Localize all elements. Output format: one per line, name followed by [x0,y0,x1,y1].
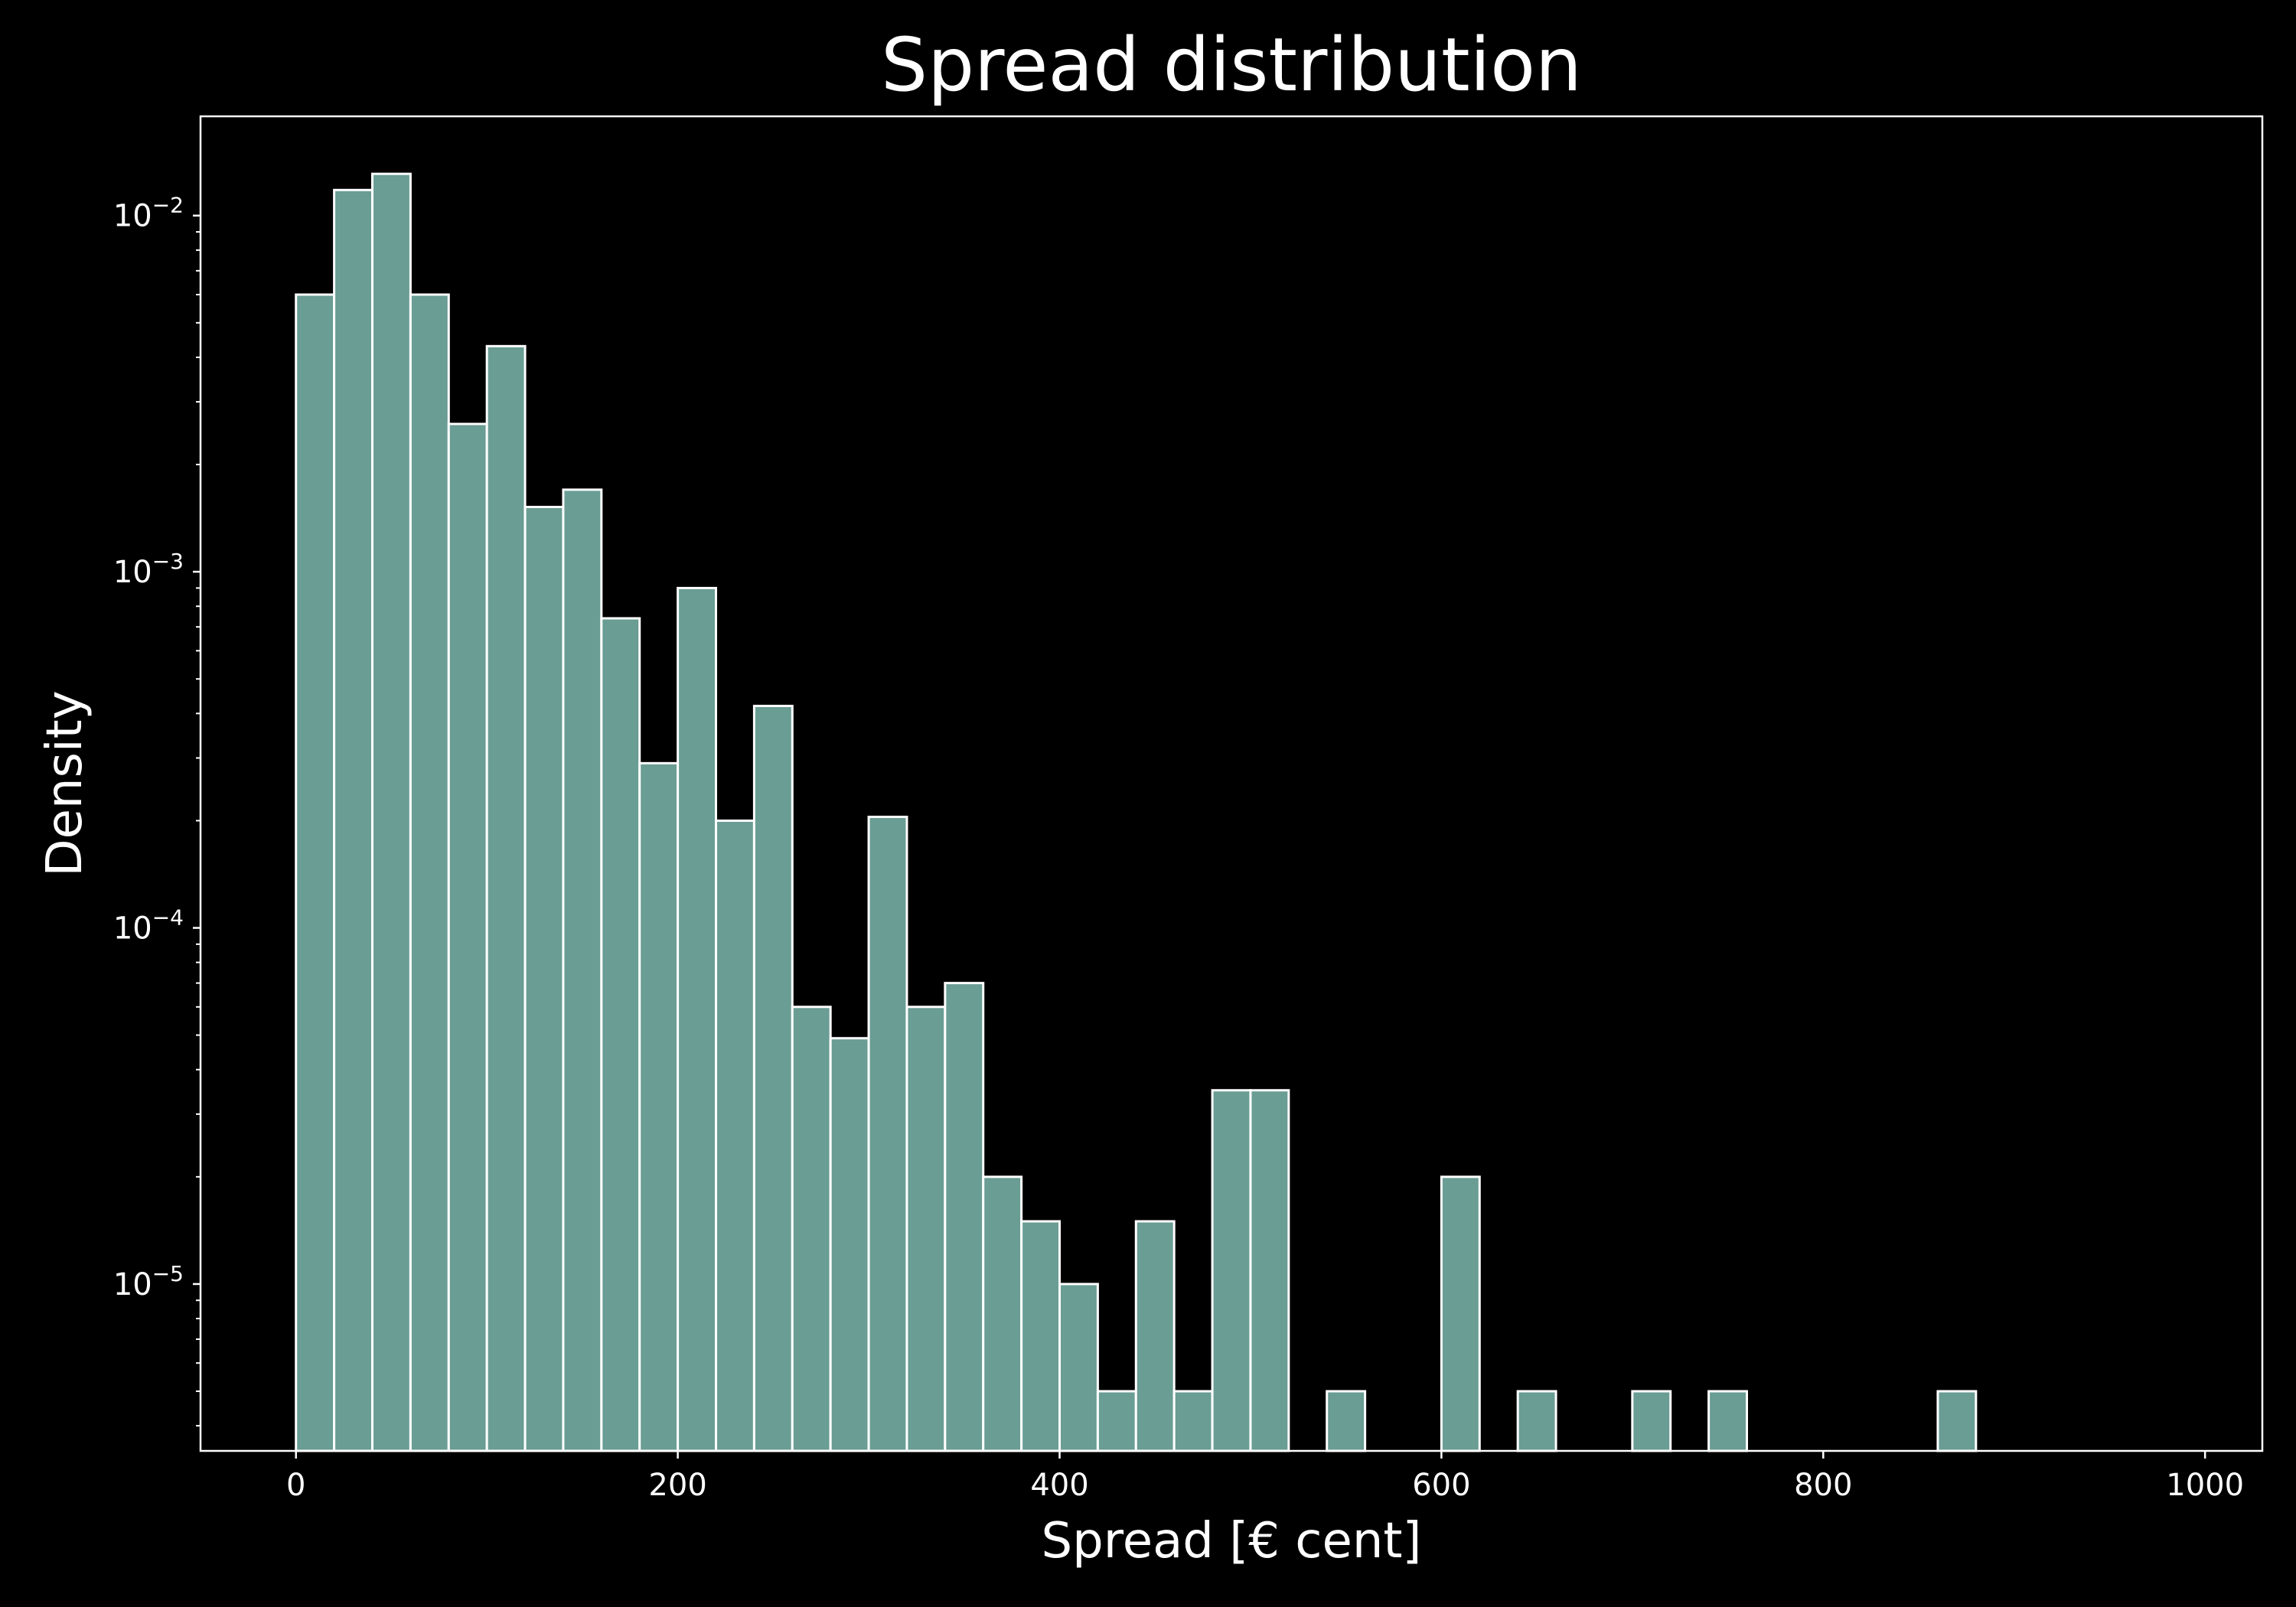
histogram-bar [600,617,641,1452]
bars-group [295,172,1978,1452]
histogram-bar [905,1006,947,1452]
histogram-bar [1172,1390,1214,1452]
histogram-bar [333,188,374,1452]
histogram-bar [715,819,755,1452]
histogram-bar [1326,1390,1367,1452]
x-axis-ticks: 0 200 400 600 800 1000 [286,1451,2244,1503]
histogram-bar [409,293,450,1452]
x-tick-label: 800 [1794,1468,1852,1503]
y-tick-label: 10−4 [113,905,184,947]
y-tick-label: 10−3 [113,549,184,590]
histogram-bar [1249,1089,1290,1452]
histogram-bar [944,982,985,1452]
chart-title: Spread distribution [881,22,1582,108]
x-axis-label: Spread [€ cent] [1042,1513,1422,1570]
histogram-bar [1020,1220,1061,1452]
x-tick-label: 1000 [2166,1468,2244,1503]
y-tick-label-exponent: −4 [152,905,184,931]
histogram-bar [867,815,908,1452]
histogram-bar [1440,1175,1481,1452]
histogram-bar [485,344,527,1452]
histogram-bar [523,506,565,1452]
y-tick-label-base: 10 [113,911,152,947]
y-tick-label-exponent: −3 [152,549,184,574]
histogram-bar [638,761,680,1452]
y-tick-label: 10−2 [113,193,184,234]
x-tick-label: 400 [1030,1468,1088,1503]
histogram-bar [1058,1283,1099,1452]
x-tick-label: 600 [1412,1468,1470,1503]
histogram-bar [1134,1220,1176,1452]
histogram-bar [829,1037,870,1452]
y-tick-label-base: 10 [113,199,152,234]
histogram-bar [752,704,794,1452]
y-axis-label: Density [37,690,93,876]
histogram-bar [1707,1390,1748,1452]
histogram-bar [295,293,336,1452]
y-axis-ticks: 10−510−410−310−2 [113,193,201,1427]
histogram-bar [562,488,603,1452]
y-tick-label-exponent: −2 [152,193,184,218]
histogram-bar [1516,1390,1557,1452]
histogram-bar [677,586,717,1452]
y-tick-label-base: 10 [113,1267,152,1302]
histogram-bar [447,422,488,1452]
plot-frame [199,115,2264,1452]
histogram-bar [1211,1089,1252,1452]
y-tick-label-exponent: −5 [152,1261,184,1286]
histogram-bar [1631,1390,1672,1452]
histogram-bar [982,1175,1023,1452]
y-tick-label: 10−5 [113,1261,184,1302]
y-tick-label-base: 10 [113,555,152,590]
histogram-bar [791,1006,832,1452]
histogram-bar [1096,1390,1137,1452]
histogram-bar [371,172,412,1452]
x-tick-label: 0 [286,1468,305,1503]
histogram-bar [1936,1390,1978,1452]
x-tick-label: 200 [648,1468,706,1503]
